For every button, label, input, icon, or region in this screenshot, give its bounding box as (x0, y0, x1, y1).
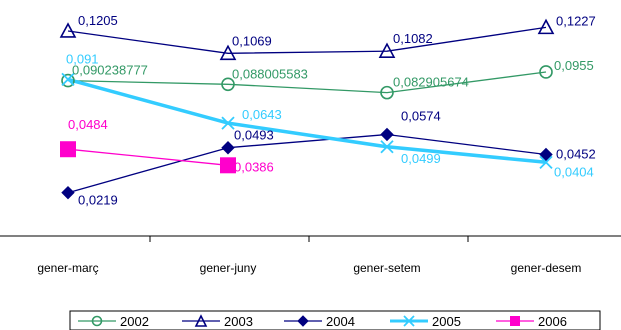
data-label-layer: 0,090238777 0,088005583 0,082905674 0,0955 0… (66, 13, 596, 208)
legend-marker-2002 (91, 315, 103, 327)
data-point-2005-gener-desem (539, 155, 553, 169)
data-label-2003-gener-setem: 0,1082 (393, 31, 433, 46)
data-point-2003-gener-juny (219, 44, 237, 61)
marker-layer (59, 18, 555, 200)
data-label-2003-gener-juny: 0,1069 (232, 33, 272, 48)
data-label-2003-gener-mar: 0,1205 (78, 13, 118, 28)
data-label-2006-gener-juny: 0,0386 (234, 159, 274, 174)
legend-marker-2003 (194, 314, 208, 327)
legend-marker-2006 (510, 316, 520, 326)
data-point-2006-gener-mar (60, 141, 76, 158)
data-label-2003-gener-desem: 0,1227 (556, 13, 596, 28)
legend-label-2004: 2004 (326, 314, 355, 329)
data-label-2004-gener-setem: 0,0574 (401, 108, 441, 123)
data-label-2005-gener-desem: 0,0404 (554, 164, 594, 179)
data-point-2006-gener-juny (220, 157, 236, 174)
x-tick-label-gener-desem: gener-desem (511, 261, 582, 275)
data-label-2005-gener-juny: 0,0643 (242, 107, 282, 122)
series-line-2005 (67, 77, 547, 165)
legend: 2002 2003 2004 2005 2006 (69, 310, 601, 330)
data-point-2005-gener-mar (61, 72, 75, 86)
data-label-2002-gener-setem: 0,082905674 (393, 75, 469, 90)
data-point-2003-gener-setem (378, 42, 396, 58)
legend-label-2002: 2002 (120, 314, 149, 329)
series-line-2004 (67, 133, 547, 194)
data-point-2002-gener-mar (61, 73, 75, 88)
legend-label-2005: 2005 (432, 314, 461, 329)
data-point-2003-gener-desem (537, 18, 555, 35)
data-point-2002-gener-setem (380, 85, 394, 100)
data-label-2002-gener-desem: 0,0955 (554, 58, 594, 73)
x-tick-label-gener-setem: gener-setem (353, 261, 420, 275)
data-point-2002-gener-juny (221, 77, 235, 92)
data-label-2002-gener-mar: 0,090238777 (72, 63, 148, 78)
series-line-2002 (67, 71, 547, 94)
data-label-2004-gener-desem: 0,0452 (556, 146, 596, 161)
data-label-2004-gener-mar: 0,0219 (78, 193, 118, 208)
data-point-2005-gener-juny (221, 116, 235, 130)
x-axis-ticks (149, 236, 469, 242)
data-label-2004-gener-juny: 0,0493 (234, 128, 274, 143)
legend-label-2003: 2003 (224, 314, 253, 329)
data-point-2002-gener-desem (539, 65, 553, 79)
data-point-2003-gener-mar (59, 22, 77, 38)
legend-marker-2004 (297, 315, 309, 327)
data-label-2002-gener-juny: 0,088005583 (232, 66, 308, 81)
x-axis-labels: gener-març gener-juny gener-setem gener-des… (37, 261, 581, 275)
data-label-2005-gener-setem: 0,0499 (401, 151, 441, 166)
x-tick-label-gener-juny: gener-juny (200, 261, 257, 275)
legend-marker-2005 (403, 315, 415, 327)
series-line-2006 (67, 148, 229, 166)
data-label-2006-gener-mar: 0,0484 (68, 117, 108, 132)
plot-area (67, 26, 547, 194)
x-tick-label-gener-mar: gener-març (37, 261, 98, 275)
data-label-2005-gener-mar: 0,091 (66, 51, 99, 66)
data-point-2005-gener-setem (380, 140, 394, 154)
legend-label-2006: 2006 (538, 314, 567, 329)
data-point-2004-gener-setem (380, 127, 394, 142)
data-point-2004-gener-juny (221, 141, 235, 155)
series-line-2003 (67, 26, 547, 54)
data-point-2004-gener-mar (61, 185, 75, 200)
data-point-2004-gener-desem (539, 147, 553, 162)
